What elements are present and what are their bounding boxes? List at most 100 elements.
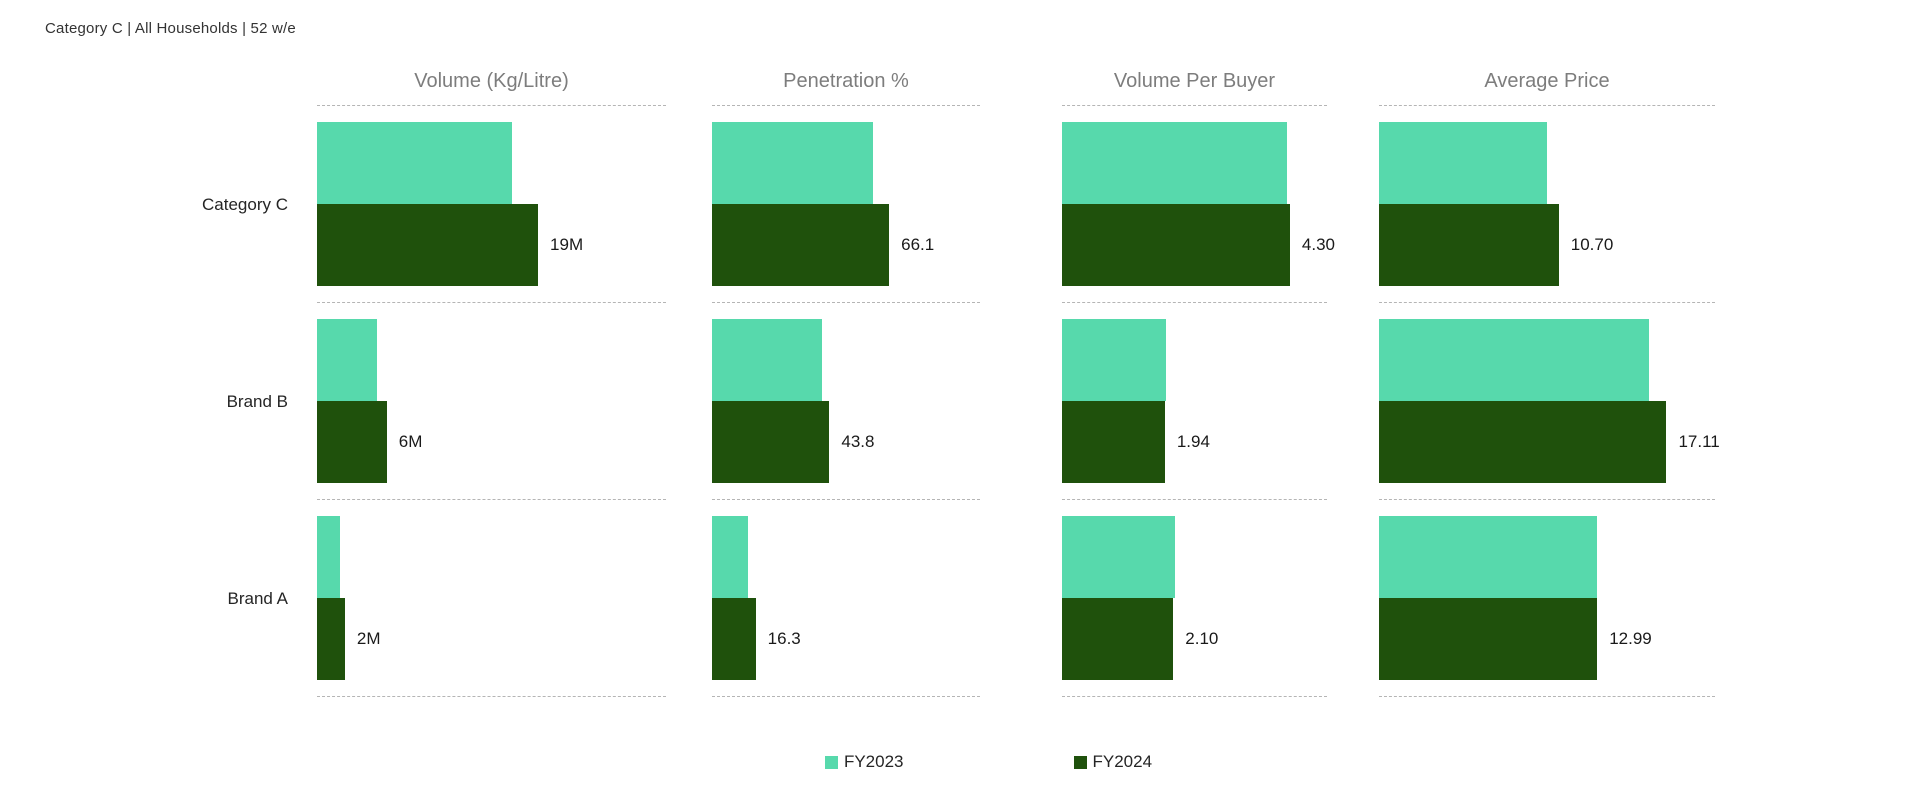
- data-label: 17.11: [1678, 432, 1720, 451]
- legend-label: FY2023: [843, 752, 904, 771]
- panel-volume-per-buyer: Volume Per Buyer 4.30 1.94 2.10: [1062, 48, 1335, 697]
- row-label-text: Brand A: [227, 588, 289, 608]
- bar-fy2024-category-c[interactable]: [1379, 204, 1559, 286]
- metric-panels: Volume (Kg/Litre) 19M 6M 2M Penetration % 66.…: [300, 48, 1720, 697]
- bar-fy2024-brand-b[interactable]: [1062, 401, 1165, 483]
- bar-line-fy2023: [317, 122, 666, 204]
- data-label: 19M: [550, 235, 584, 254]
- bar-fy2024-brand-b[interactable]: [1379, 401, 1667, 483]
- bar-group-category-c: 19M: [317, 106, 666, 303]
- chart-legend: FY2023 FY2024: [0, 752, 1907, 772]
- bar-fy2023-brand-b[interactable]: [317, 319, 378, 401]
- bar-fy2023-brand-a[interactable]: [1379, 516, 1598, 598]
- data-label: 16.3: [767, 629, 801, 648]
- legend-item-fy2024[interactable]: FY2024: [1073, 752, 1153, 772]
- data-label: 12.99: [1609, 629, 1652, 648]
- panel-title-text: Average Price: [1484, 70, 1610, 92]
- legend-label: FY2024: [1092, 752, 1153, 771]
- bar-group-brand-a: 2M: [317, 500, 666, 697]
- bar-fy2023-brand-a[interactable]: [317, 516, 341, 598]
- panel-title: Average Price: [1379, 48, 1715, 106]
- row-label-text: Brand B: [226, 391, 288, 411]
- bar-line-fy2024: 43.8: [712, 401, 980, 483]
- bar-fy2024-category-c[interactable]: [317, 204, 539, 286]
- bar-line-fy2023: [1379, 122, 1715, 204]
- bar-fy2023-brand-b[interactable]: [1062, 319, 1167, 401]
- bar-group-category-c: 66.1: [712, 106, 980, 303]
- bar-group-brand-b: 1.94: [1062, 303, 1327, 500]
- bar-group-brand-b: 43.8: [712, 303, 980, 500]
- bar-fy2023-brand-a[interactable]: [1062, 516, 1176, 598]
- bar-fy2023-category-c[interactable]: [317, 122, 513, 204]
- bar-fy2024-category-c[interactable]: [1062, 204, 1290, 286]
- bar-line-fy2023: [712, 516, 980, 598]
- panel-title-text: Penetration %: [783, 70, 909, 92]
- bar-line-fy2024: 12.99: [1379, 598, 1715, 680]
- bar-line-fy2024: 17.11: [1379, 401, 1720, 483]
- bar-group-brand-b: 17.11: [1379, 303, 1720, 500]
- bar-group-category-c: 4.30: [1062, 106, 1335, 303]
- legend-swatch-icon: [824, 755, 838, 769]
- bar-fy2023-category-c[interactable]: [712, 122, 873, 204]
- bar-fy2023-category-c[interactable]: [1062, 122, 1288, 204]
- bar-fy2024-brand-a[interactable]: [1379, 598, 1598, 680]
- category-label-column: Category C Brand B Brand A: [0, 48, 300, 697]
- bar-fy2024-brand-b[interactable]: [317, 401, 387, 483]
- data-label: 4.30: [1301, 235, 1335, 254]
- bar-line-fy2023: [1062, 319, 1327, 401]
- data-label: 2.10: [1185, 629, 1219, 648]
- bar-line-fy2024: 2.10: [1062, 598, 1327, 680]
- bar-fy2024-category-c[interactable]: [712, 204, 890, 286]
- panel-volume-kg-litre: Volume (Kg/Litre) 19M 6M 2M: [317, 48, 666, 697]
- data-label: 10.70: [1570, 235, 1614, 254]
- bar-line-fy2023: [1379, 516, 1715, 598]
- panel-title-text: Volume Per Buyer: [1113, 70, 1276, 92]
- bar-line-fy2024: 66.1: [712, 204, 980, 286]
- data-label: 1.94: [1176, 432, 1210, 451]
- bar-line-fy2024: 2M: [317, 598, 666, 680]
- bar-fy2024-brand-a[interactable]: [317, 598, 345, 680]
- panel-title: Penetration %: [712, 48, 980, 106]
- report-title: Category C | All Households | 52 w/e: [45, 20, 296, 37]
- bar-fy2023-brand-a[interactable]: [712, 516, 749, 598]
- small-multiples-bar-chart: Category C Brand B Brand A Volume (Kg/Litr…: [0, 48, 1907, 697]
- panel-penetration: Penetration % 66.1 43.8 16.3: [712, 48, 980, 697]
- data-label: 43.8: [841, 432, 875, 451]
- bar-fy2023-brand-b[interactable]: [1379, 319, 1650, 401]
- panel-title: Volume (Kg/Litre): [317, 48, 666, 106]
- bar-group-brand-a: 12.99: [1379, 500, 1715, 697]
- panel-average-price: Average Price 10.70 17.11 12.99: [1379, 48, 1720, 697]
- bar-line-fy2024: 6M: [317, 401, 666, 483]
- label-column-header-spacer: [0, 48, 300, 106]
- bar-group-brand-a: 2.10: [1062, 500, 1327, 697]
- bar-line-fy2024: 4.30: [1062, 204, 1335, 286]
- bar-line-fy2023: [712, 319, 980, 401]
- bar-line-fy2023: [1062, 516, 1327, 598]
- panel-title-text: Volume (Kg/Litre): [414, 70, 569, 92]
- bar-line-fy2024: 19M: [317, 204, 666, 286]
- bar-fy2023-category-c[interactable]: [1379, 122, 1547, 204]
- data-label: 6M: [398, 432, 423, 451]
- bar-group-brand-a: 16.3: [712, 500, 980, 697]
- data-label: 2M: [356, 629, 381, 648]
- row-label-brand-b: Brand B: [0, 303, 300, 500]
- bar-line-fy2024: 16.3: [712, 598, 980, 680]
- bar-fy2024-brand-a[interactable]: [712, 598, 756, 680]
- panel-title: Volume Per Buyer: [1062, 48, 1327, 106]
- row-label-brand-a: Brand A: [0, 500, 300, 697]
- bar-line-fy2023: [1062, 122, 1327, 204]
- bar-line-fy2023: [1379, 319, 1715, 401]
- bar-line-fy2023: [712, 122, 980, 204]
- bar-fy2024-brand-b[interactable]: [712, 401, 830, 483]
- bar-fy2024-brand-a[interactable]: [1062, 598, 1174, 680]
- bar-fy2023-brand-b[interactable]: [712, 319, 822, 401]
- bar-line-fy2024: 1.94: [1062, 401, 1327, 483]
- legend-swatch-icon: [1073, 755, 1087, 769]
- data-label: 66.1: [901, 235, 935, 254]
- bar-group-category-c: 10.70: [1379, 106, 1715, 303]
- row-label-text: Category C: [202, 194, 288, 214]
- bar-group-brand-b: 6M: [317, 303, 666, 500]
- row-label-category-c: Category C: [0, 106, 300, 303]
- bar-line-fy2023: [317, 319, 666, 401]
- legend-item-fy2023[interactable]: FY2023: [824, 752, 904, 772]
